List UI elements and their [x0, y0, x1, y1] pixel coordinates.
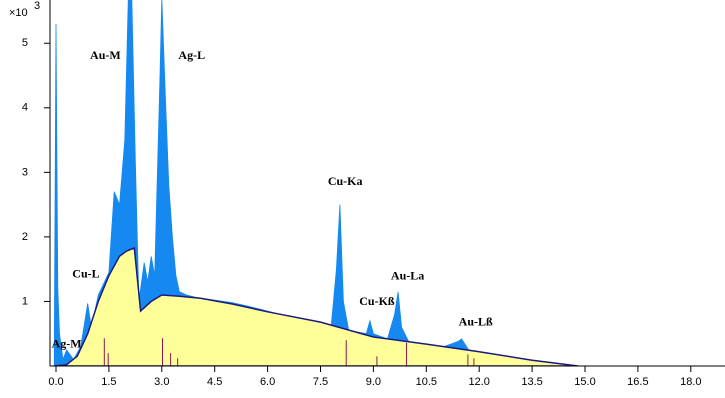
y-tick-label: 4: [22, 102, 28, 114]
peak-label: Ag-L: [178, 48, 205, 62]
y-tick-label: 2: [22, 231, 28, 243]
x-tick-label: 4.5: [207, 376, 222, 388]
peak-label: Cu-Ka: [328, 174, 363, 188]
x-tick-label: 15.0: [574, 376, 595, 388]
x-tick-label: 12.0: [468, 376, 489, 388]
x-tick-label: 9.0: [366, 376, 381, 388]
y-tick-label: 1: [22, 295, 28, 307]
x-tick-label: 6.0: [260, 376, 275, 388]
peak-label: Au-Lß: [459, 315, 493, 329]
spectrum-area: [54, 246, 578, 366]
peak-label: Cu-L: [72, 267, 99, 281]
peak-label: Au-La: [391, 269, 424, 283]
y-tick-label: 3: [22, 166, 28, 178]
y-scale-label: ×10: [9, 7, 28, 19]
x-tick-label: 3.0: [154, 376, 169, 388]
peak-label: Au-M: [90, 48, 121, 62]
x-tick-label: 13.5: [521, 376, 542, 388]
peak-label: Cu-Kß: [359, 294, 395, 308]
peak-label: Ag-M: [52, 336, 82, 350]
x-tick-label: 10.5: [416, 376, 437, 388]
x-tick-label: 7.5: [313, 376, 328, 388]
y-tick-label: 5: [22, 37, 28, 49]
x-tick-label: 1.5: [101, 376, 116, 388]
x-tick-label: 0.0: [48, 376, 63, 388]
plot-area: [53, 0, 578, 366]
x-tick-label: 16.5: [627, 376, 648, 388]
x-tick-label: 18.0: [680, 376, 701, 388]
y-scale-exponent: 3: [34, 0, 40, 12]
